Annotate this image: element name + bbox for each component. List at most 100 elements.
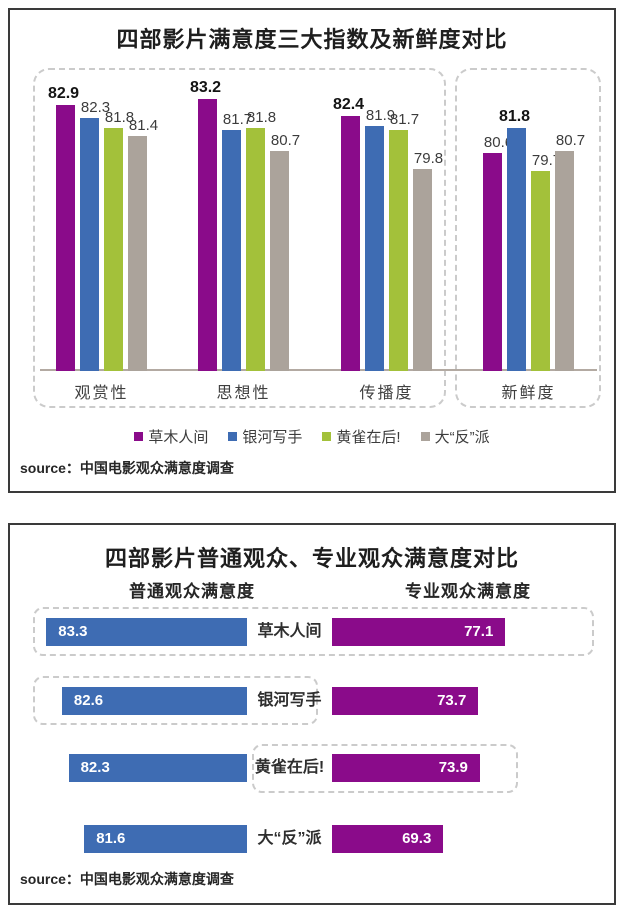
bar-value-label: 82.9 bbox=[47, 85, 80, 103]
bar-wrap-g1-s4: 81.4 bbox=[128, 10, 158, 371]
legend-swatch-icon bbox=[134, 432, 144, 441]
general-audience-value: 82.6 bbox=[73, 692, 104, 709]
bar-1 bbox=[56, 105, 75, 371]
legend-item-4: 大“反”派 bbox=[420, 426, 490, 447]
category-label-3: 传播度 bbox=[359, 385, 414, 402]
category-label-1: 观赏性 bbox=[74, 385, 129, 402]
bar-wrap-g2-s3: 81.8 bbox=[246, 10, 276, 371]
x-axis-line bbox=[40, 369, 597, 371]
bar-wrap-g4-s3: 79.7 bbox=[531, 10, 561, 371]
bar-value-label: 81.8 bbox=[104, 108, 135, 126]
legend-item-1: 草木人间 bbox=[134, 426, 208, 447]
professional-audience-bar-4: 69.3 bbox=[332, 825, 444, 853]
bar-4 bbox=[555, 150, 574, 371]
bar-wrap-g2-s2: 81.7 bbox=[222, 10, 252, 371]
bar-value-label: 82.4 bbox=[332, 95, 365, 113]
bar-group-2: 83.2 81.7 81.8 80.7 bbox=[190, 10, 300, 371]
dashed-frame-row1 bbox=[33, 607, 594, 656]
professional-audience-value: 77.1 bbox=[464, 623, 494, 640]
bar-2 bbox=[80, 117, 99, 371]
bar-value-label: 81.7 bbox=[222, 111, 253, 128]
bar-3 bbox=[104, 127, 123, 371]
bar-group-4: 80.6 81.8 79.7 80.7 bbox=[483, 10, 585, 371]
bar-wrap-g2-s1: 83.2 bbox=[190, 10, 221, 371]
bar-3 bbox=[389, 130, 408, 371]
row-label-3: 黄雀在后! bbox=[254, 759, 325, 776]
general-audience-bar-4: 81.6 bbox=[84, 825, 247, 853]
bar-2 bbox=[365, 125, 384, 371]
row-label-4: 大“反”派 bbox=[257, 830, 322, 847]
general-audience-bar-3: 82.3 bbox=[68, 754, 247, 782]
bar-group-1: 82.9 82.3 81.8 81.4 bbox=[48, 10, 158, 371]
legend-swatch-icon bbox=[420, 432, 430, 441]
dashed-frame-row3 bbox=[252, 744, 518, 793]
legend: 草木人间 银河写手 黄雀在后! 大“反”派 bbox=[10, 426, 614, 447]
general-audience-value: 81.6 bbox=[96, 830, 126, 847]
bottom-chart-card: 四部影片普通观众、专业观众满意度对比 普通观众满意度 专业观众满意度 83.3 草… bbox=[8, 523, 616, 905]
bar-2 bbox=[507, 127, 526, 371]
bar-wrap-g3-s1: 82.4 bbox=[333, 10, 364, 371]
legend-item-3: 黄雀在后! bbox=[322, 426, 401, 447]
bar-wrap-g1-s2: 82.3 bbox=[80, 10, 110, 371]
bar-value-label: 81.4 bbox=[128, 117, 159, 135]
general-audience-value: 82.3 bbox=[80, 759, 110, 776]
bar-wrap-g4-s2: 81.8 bbox=[499, 10, 530, 371]
bar-wrap-g4-s1: 80.6 bbox=[483, 10, 513, 371]
row-label-1: 草木人间 bbox=[257, 623, 322, 640]
professional-audience-bar-1: 77.1 bbox=[332, 618, 506, 646]
professional-audience-bar-3: 73.9 bbox=[332, 754, 480, 782]
row-label-2: 银河写手 bbox=[257, 692, 322, 709]
dashed-frame-freshness bbox=[455, 68, 601, 408]
bar-wrap-g4-s4: 80.7 bbox=[555, 10, 585, 371]
legend-swatch-icon bbox=[322, 432, 332, 441]
bottom-chart-source: source：中国电影观众满意度调查 bbox=[20, 871, 234, 887]
bar-value-label: 81.9 bbox=[365, 106, 396, 124]
bar-wrap-g3-s2: 81.9 bbox=[365, 10, 395, 371]
professional-audience-value: 73.7 bbox=[437, 692, 467, 709]
bar-value-label: 82.3 bbox=[80, 98, 111, 116]
column-header-general-audience: 普通观众满意度 bbox=[129, 582, 255, 601]
top-chart-card: 四部影片满意度三大指数及新鲜度对比 82.9 82.3 81.8 81.4 观赏性 83.… bbox=[8, 8, 616, 493]
bar-4 bbox=[413, 169, 432, 371]
legend-swatch-icon bbox=[228, 432, 238, 441]
column-header-professional-audience: 专业观众满意度 bbox=[405, 582, 531, 601]
bar-2 bbox=[222, 130, 241, 371]
bar-wrap-g1-s1: 82.9 bbox=[48, 10, 79, 371]
legend-item-2: 银河写手 bbox=[228, 426, 302, 447]
professional-audience-bar-2: 73.7 bbox=[332, 687, 479, 715]
general-audience-bar-2: 82.6 bbox=[61, 687, 247, 715]
category-label-2: 思想性 bbox=[216, 385, 271, 402]
bar-1 bbox=[341, 115, 360, 371]
dashed-frame-row2 bbox=[33, 676, 318, 725]
bar-3 bbox=[246, 127, 265, 371]
bar-1 bbox=[198, 99, 217, 371]
professional-audience-value: 73.9 bbox=[438, 759, 468, 776]
top-chart-source: source：中国电影观众满意度调查 bbox=[20, 460, 234, 476]
legend-label: 银河写手 bbox=[242, 429, 303, 446]
bar-3 bbox=[531, 171, 550, 371]
bar-value-label: 80.7 bbox=[270, 131, 301, 149]
general-audience-bar-1: 83.3 bbox=[46, 618, 247, 646]
bar-wrap-g3-s3: 81.7 bbox=[389, 10, 419, 371]
bar-4 bbox=[128, 136, 147, 371]
bar-1 bbox=[483, 152, 502, 371]
bar-value-label: 81.8 bbox=[246, 108, 277, 126]
bar-value-label: 81.7 bbox=[389, 111, 420, 128]
top-chart-plot-area: 82.9 82.3 81.8 81.4 观赏性 83.2 81.7 81.8 80.7 思想性 82… bbox=[10, 10, 614, 491]
general-audience-value: 83.3 bbox=[58, 623, 88, 640]
dashed-frame-indices bbox=[33, 68, 446, 408]
bar-value-label: 83.2 bbox=[189, 79, 222, 97]
bar-4 bbox=[270, 150, 289, 371]
bar-value-label: 81.8 bbox=[498, 107, 531, 125]
legend-label: 大“反”派 bbox=[434, 429, 490, 446]
category-label-4: 新鲜度 bbox=[501, 385, 556, 402]
bar-wrap-g3-s4: 79.8 bbox=[413, 10, 443, 371]
legend-label: 草木人间 bbox=[148, 429, 209, 446]
bar-value-label: 80.7 bbox=[555, 131, 586, 149]
top-chart-title: 四部影片满意度三大指数及新鲜度对比 bbox=[116, 27, 508, 52]
bar-value-label: 79.7 bbox=[531, 152, 562, 170]
bar-value-label: 79.8 bbox=[413, 150, 444, 168]
professional-audience-value: 69.3 bbox=[402, 830, 432, 847]
bar-wrap-g2-s4: 80.7 bbox=[270, 10, 300, 371]
bar-value-label: 80.6 bbox=[483, 133, 514, 151]
